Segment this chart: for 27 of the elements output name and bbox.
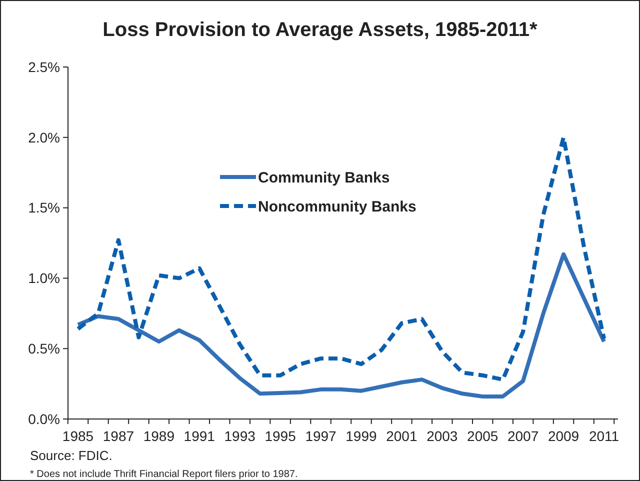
y-tick-label: 2.0% (28, 129, 60, 146)
x-tick-label: 2001 (386, 428, 418, 444)
x-tick-label: 1995 (264, 428, 296, 444)
y-tick-label: 0.5% (28, 340, 60, 356)
chart-title: Loss Provision to Average Assets, 1985-2011* (102, 19, 538, 41)
line-series (76, 135, 606, 382)
x-tick-label: 1985 (62, 428, 94, 444)
x-tick-label: 1997 (305, 428, 337, 444)
x-tick-label: 2009 (548, 428, 580, 444)
x-tick-label: 1987 (102, 428, 134, 444)
y-tick-label: 1.5% (28, 200, 60, 216)
y-tick-label: 1.0% (28, 270, 60, 286)
legend-label: Noncommunity Banks (258, 198, 416, 216)
text: * Does not include Thrift Financial Report filers prior to 1987. (30, 469, 298, 480)
x-tick-label: 1993 (224, 428, 256, 444)
x-tick-label: 1991 (184, 428, 216, 444)
x-tick-label: 2003 (426, 428, 458, 444)
legend-label: Community Banks (258, 169, 390, 186)
y-tick-label: 0.0% (28, 410, 60, 427)
source-note: Source: FDIC. (30, 448, 112, 463)
x-tick-label: 2011 (588, 428, 620, 444)
x-tick-label: 2005 (467, 428, 498, 444)
x-tick-label: 1999 (346, 428, 378, 444)
x-tick-label: 2007 (508, 428, 539, 444)
x-tick-label: 1989 (143, 428, 175, 444)
y-tick-label: 2.5% (28, 58, 60, 75)
line-series (76, 252, 606, 398)
